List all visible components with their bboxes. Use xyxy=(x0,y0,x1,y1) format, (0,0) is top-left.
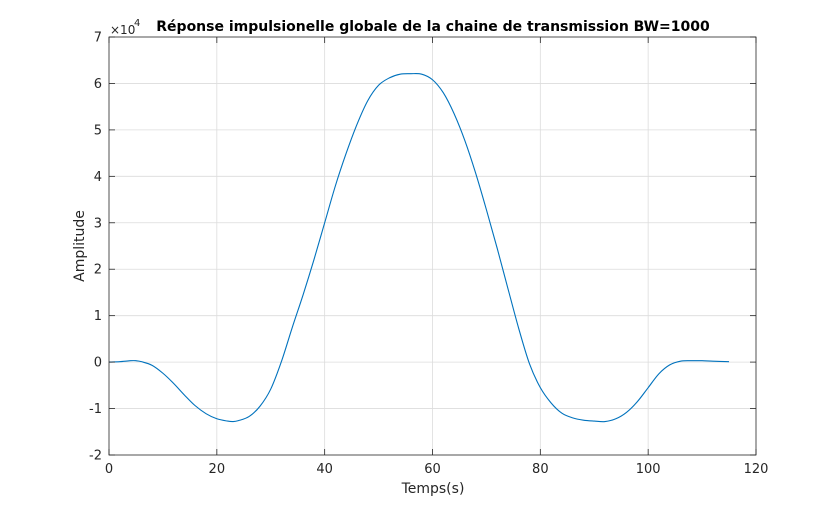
x-tick-label: 20 xyxy=(209,462,226,477)
axis-ticks xyxy=(108,36,757,456)
x-tick-label: 100 xyxy=(636,462,661,477)
y-tick-label: -1 xyxy=(89,402,102,417)
tick-labels: 0 20 40 60 80 100 120 -2 -1 0 1 2 3 4 5 6 7 xyxy=(89,31,768,478)
chart-title: Réponse impulsionelle globale de la chai… xyxy=(156,19,710,35)
y-tick-label: 5 xyxy=(94,123,102,138)
y-tick-label: 3 xyxy=(94,216,102,231)
y-exponent-power: 4 xyxy=(134,18,140,29)
y-tick-label: 0 xyxy=(94,356,102,371)
y-tick-label: 6 xyxy=(94,77,102,92)
y-axis-label: Amplitude xyxy=(72,210,88,282)
y-exponent-base: ×10 xyxy=(110,23,135,37)
y-tick-label: 4 xyxy=(94,170,102,185)
x-axis-label: Temps(s) xyxy=(401,481,465,497)
y-tick-label: 7 xyxy=(94,31,102,46)
x-tick-label: 60 xyxy=(424,462,441,477)
x-tick-label: 80 xyxy=(532,462,549,477)
y-tick-label: -2 xyxy=(89,449,102,464)
series-line xyxy=(108,72,730,423)
y-tick-label: 1 xyxy=(94,309,102,324)
grid-lines xyxy=(109,37,756,455)
x-tick-label: 120 xyxy=(744,462,769,477)
x-tick-label: 0 xyxy=(105,462,113,477)
y-tick-label: 2 xyxy=(94,263,102,278)
x-tick-label: 40 xyxy=(316,462,333,477)
